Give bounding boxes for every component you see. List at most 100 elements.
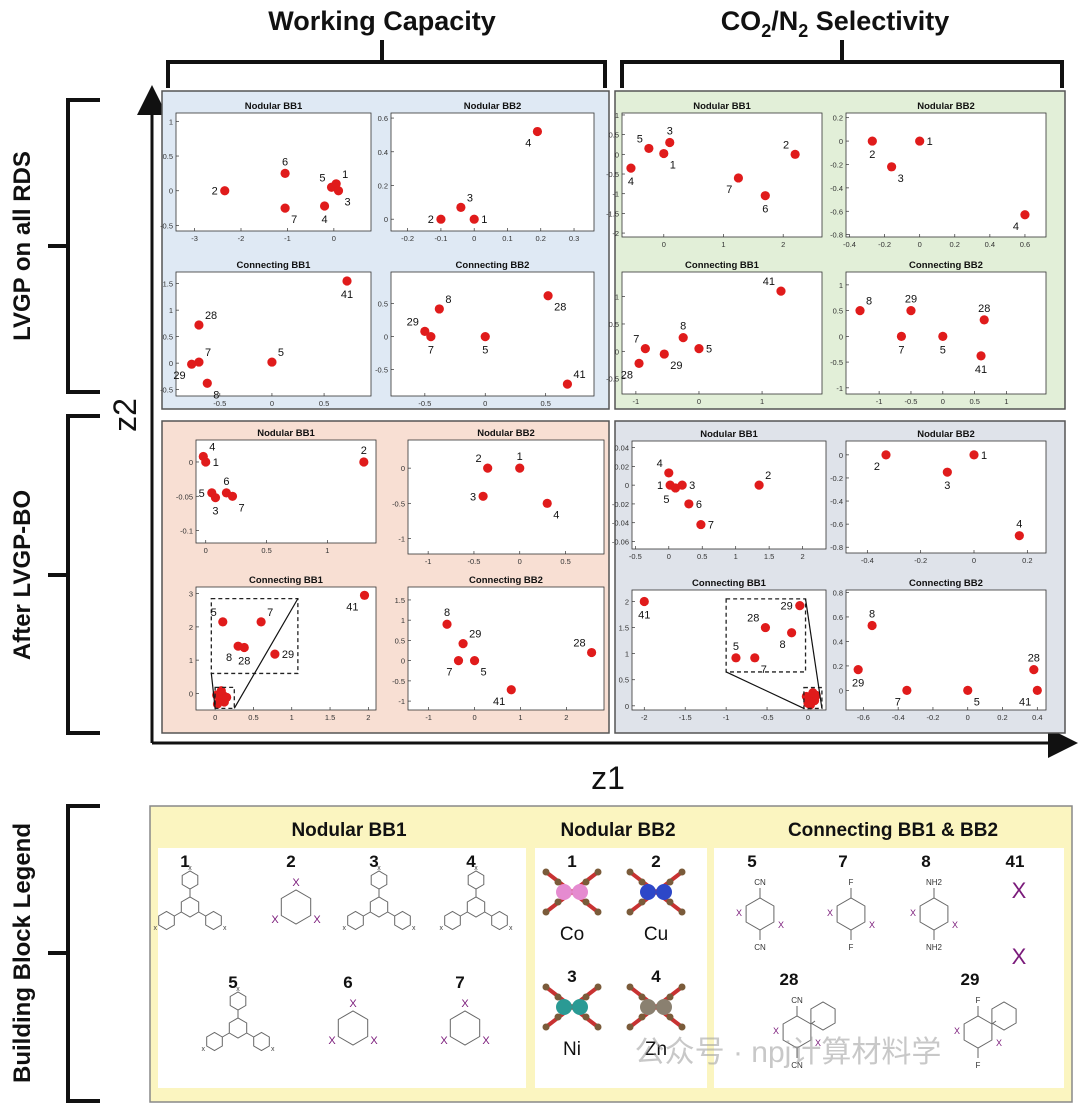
substituent-label: CN <box>754 878 766 887</box>
data-point-6 <box>760 191 770 201</box>
point-label-8: 8 <box>779 639 785 651</box>
point-label-3: 3 <box>470 491 476 503</box>
point-label-28: 28 <box>205 310 217 322</box>
substituent-label: X <box>461 998 469 1010</box>
legend-nodular-bb1-box <box>158 848 526 1088</box>
carboxylate-atom <box>626 1023 634 1031</box>
data-point <box>222 692 232 702</box>
y-tick-label: -0.8 <box>830 543 843 552</box>
y-tick-label: -0.5 <box>830 358 843 367</box>
data-point-29 <box>906 306 916 316</box>
point-label-41: 41 <box>763 276 775 288</box>
point-label-2: 2 <box>765 470 771 482</box>
y-tick-label: -0.04 <box>612 519 629 528</box>
substituent-label: F <box>849 878 854 887</box>
substituent-label: CN <box>754 943 766 952</box>
data-point-28 <box>194 320 204 330</box>
carboxylate-atom <box>554 993 562 1001</box>
y-tick-label: -1 <box>612 190 619 199</box>
legend-nodular-bb1-item-7: 7 X X X <box>440 973 490 1047</box>
point-label-4: 4 <box>1016 519 1022 531</box>
substituent-label: CN <box>791 1061 803 1070</box>
carboxylate-atom <box>554 1013 562 1021</box>
y-tick-label: 0.5 <box>395 636 405 645</box>
data-point-4 <box>542 498 552 508</box>
y-tick-label: -0.8 <box>830 231 843 240</box>
chart-title: Nodular BB1 <box>693 101 751 112</box>
point-label-5: 5 <box>278 347 284 359</box>
x-tick-label: -0.5 <box>467 557 480 566</box>
x-tick-label: 1 <box>290 713 294 722</box>
data-point-2 <box>359 457 369 467</box>
x-tick-label: 0 <box>332 234 336 243</box>
point-label-6: 6 <box>282 156 288 168</box>
data-point-29 <box>187 359 197 369</box>
item-number: 5 <box>228 973 237 992</box>
carboxylate-atom <box>542 868 550 876</box>
benzene-ring <box>337 1010 369 1046</box>
x-tick-label: 2 <box>781 240 785 249</box>
substituent-label: NH2 <box>926 943 943 952</box>
y-tick-label: -0.5 <box>606 375 619 384</box>
point-label-7: 7 <box>205 347 211 359</box>
data-point-7 <box>733 173 744 183</box>
substituent-label: x <box>342 925 346 932</box>
chart-title: Connecting BB2 <box>909 578 983 589</box>
x-tick-label: -1 <box>723 713 730 722</box>
data-point-3 <box>887 162 897 172</box>
data-point-8 <box>434 304 444 314</box>
y-tick-label: 0 <box>169 187 173 196</box>
x-tick-label: 0.3 <box>569 234 579 243</box>
y-tick-label: 0 <box>839 332 843 341</box>
substituent-label: X <box>778 920 784 930</box>
y-tick-label: -0.02 <box>612 500 629 509</box>
legend-nodular-bb1-item-2: 2 X X X <box>271 852 321 926</box>
x-tick-label: 0 <box>472 234 476 243</box>
legend-connecting-item-29: 29 F F X X <box>954 970 1017 1070</box>
carboxylate-atom <box>666 878 674 886</box>
y-tick-label: 0 <box>839 451 843 460</box>
point-label-41: 41 <box>346 601 358 613</box>
substituent-label: x <box>201 1046 205 1053</box>
y-tick-label: 1 <box>615 293 619 302</box>
legend-nodular-bb2-item-3: 3 Ni <box>542 967 602 1060</box>
carboxylate-atom <box>666 898 674 906</box>
point-label-5: 5 <box>211 607 217 619</box>
data-point-8 <box>678 333 688 343</box>
x-tick-label: 1 <box>518 713 522 722</box>
y-tick-label: -0.4 <box>830 184 843 193</box>
point-label-2: 2 <box>476 453 482 465</box>
x-tick-label: 0.4 <box>985 240 995 249</box>
data-point-2 <box>867 136 877 146</box>
carboxylate-atom <box>554 898 562 906</box>
point-label-5: 5 <box>481 667 487 679</box>
data-point-1 <box>201 457 211 467</box>
point-label-41: 41 <box>341 289 353 301</box>
data-point-7 <box>902 685 912 696</box>
scatter-chart-wc_bo_cbb2: Connecting BB2 -1 0 1 2 -1 -0.5 0 0.5 1 1.5 8 29 7 5 28… <box>392 575 605 722</box>
y-tick-label: 2 <box>625 597 629 606</box>
row-title-after-bo: After LVGP-BO <box>9 490 36 660</box>
data-point-29 <box>659 349 669 359</box>
point-label-4: 4 <box>657 458 663 470</box>
data-point-29 <box>458 639 468 649</box>
point-label-8: 8 <box>445 294 451 306</box>
data-point-1 <box>659 148 669 159</box>
y-tick-label: 0.5 <box>833 307 843 316</box>
x-tick-label: 1 <box>325 546 329 555</box>
data-point-28 <box>587 647 597 658</box>
point-label-4: 4 <box>553 509 559 521</box>
y-tick-label: -0.5 <box>392 677 405 686</box>
scatter-chart-sel_bo_cbb1: Connecting BB1 -2 -1.5 -1 -0.5 0 0 0.5 1 1.5 2 41 29… <box>619 578 827 722</box>
point-label-1: 1 <box>657 480 663 492</box>
point-label-5: 5 <box>663 494 669 506</box>
substituent-label: X <box>482 1035 490 1047</box>
point-label-6: 6 <box>696 499 702 511</box>
data-point-7 <box>453 656 464 666</box>
chart-title: Nodular BB2 <box>917 429 975 440</box>
data-point <box>808 688 818 698</box>
data-point-3 <box>478 491 488 501</box>
